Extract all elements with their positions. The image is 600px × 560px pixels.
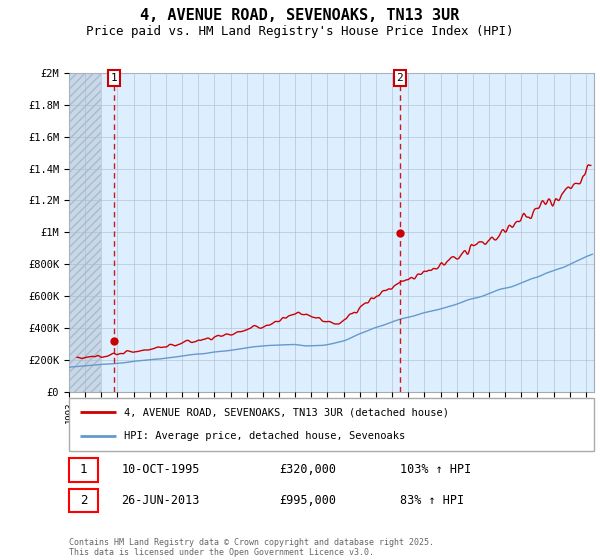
Text: 1: 1 <box>110 73 117 83</box>
Text: 83% ↑ HPI: 83% ↑ HPI <box>400 494 464 507</box>
Text: 1: 1 <box>80 464 87 477</box>
Text: 4, AVENUE ROAD, SEVENOAKS, TN13 3UR: 4, AVENUE ROAD, SEVENOAKS, TN13 3UR <box>140 8 460 24</box>
Text: 2: 2 <box>80 494 87 507</box>
Text: Price paid vs. HM Land Registry's House Price Index (HPI): Price paid vs. HM Land Registry's House … <box>86 25 514 38</box>
Text: £995,000: £995,000 <box>279 494 336 507</box>
Text: 10-OCT-1995: 10-OCT-1995 <box>121 464 200 477</box>
FancyBboxPatch shape <box>69 398 594 451</box>
Text: 103% ↑ HPI: 103% ↑ HPI <box>400 464 471 477</box>
FancyBboxPatch shape <box>69 458 98 482</box>
Text: 26-JUN-2013: 26-JUN-2013 <box>121 494 200 507</box>
Text: £320,000: £320,000 <box>279 464 336 477</box>
FancyBboxPatch shape <box>69 489 98 512</box>
Text: HPI: Average price, detached house, Sevenoaks: HPI: Average price, detached house, Seve… <box>124 431 406 441</box>
Text: Contains HM Land Registry data © Crown copyright and database right 2025.
This d: Contains HM Land Registry data © Crown c… <box>69 538 434 557</box>
Bar <box>69 73 101 392</box>
Text: 4, AVENUE ROAD, SEVENOAKS, TN13 3UR (detached house): 4, AVENUE ROAD, SEVENOAKS, TN13 3UR (det… <box>124 408 449 418</box>
Text: 2: 2 <box>397 73 403 83</box>
